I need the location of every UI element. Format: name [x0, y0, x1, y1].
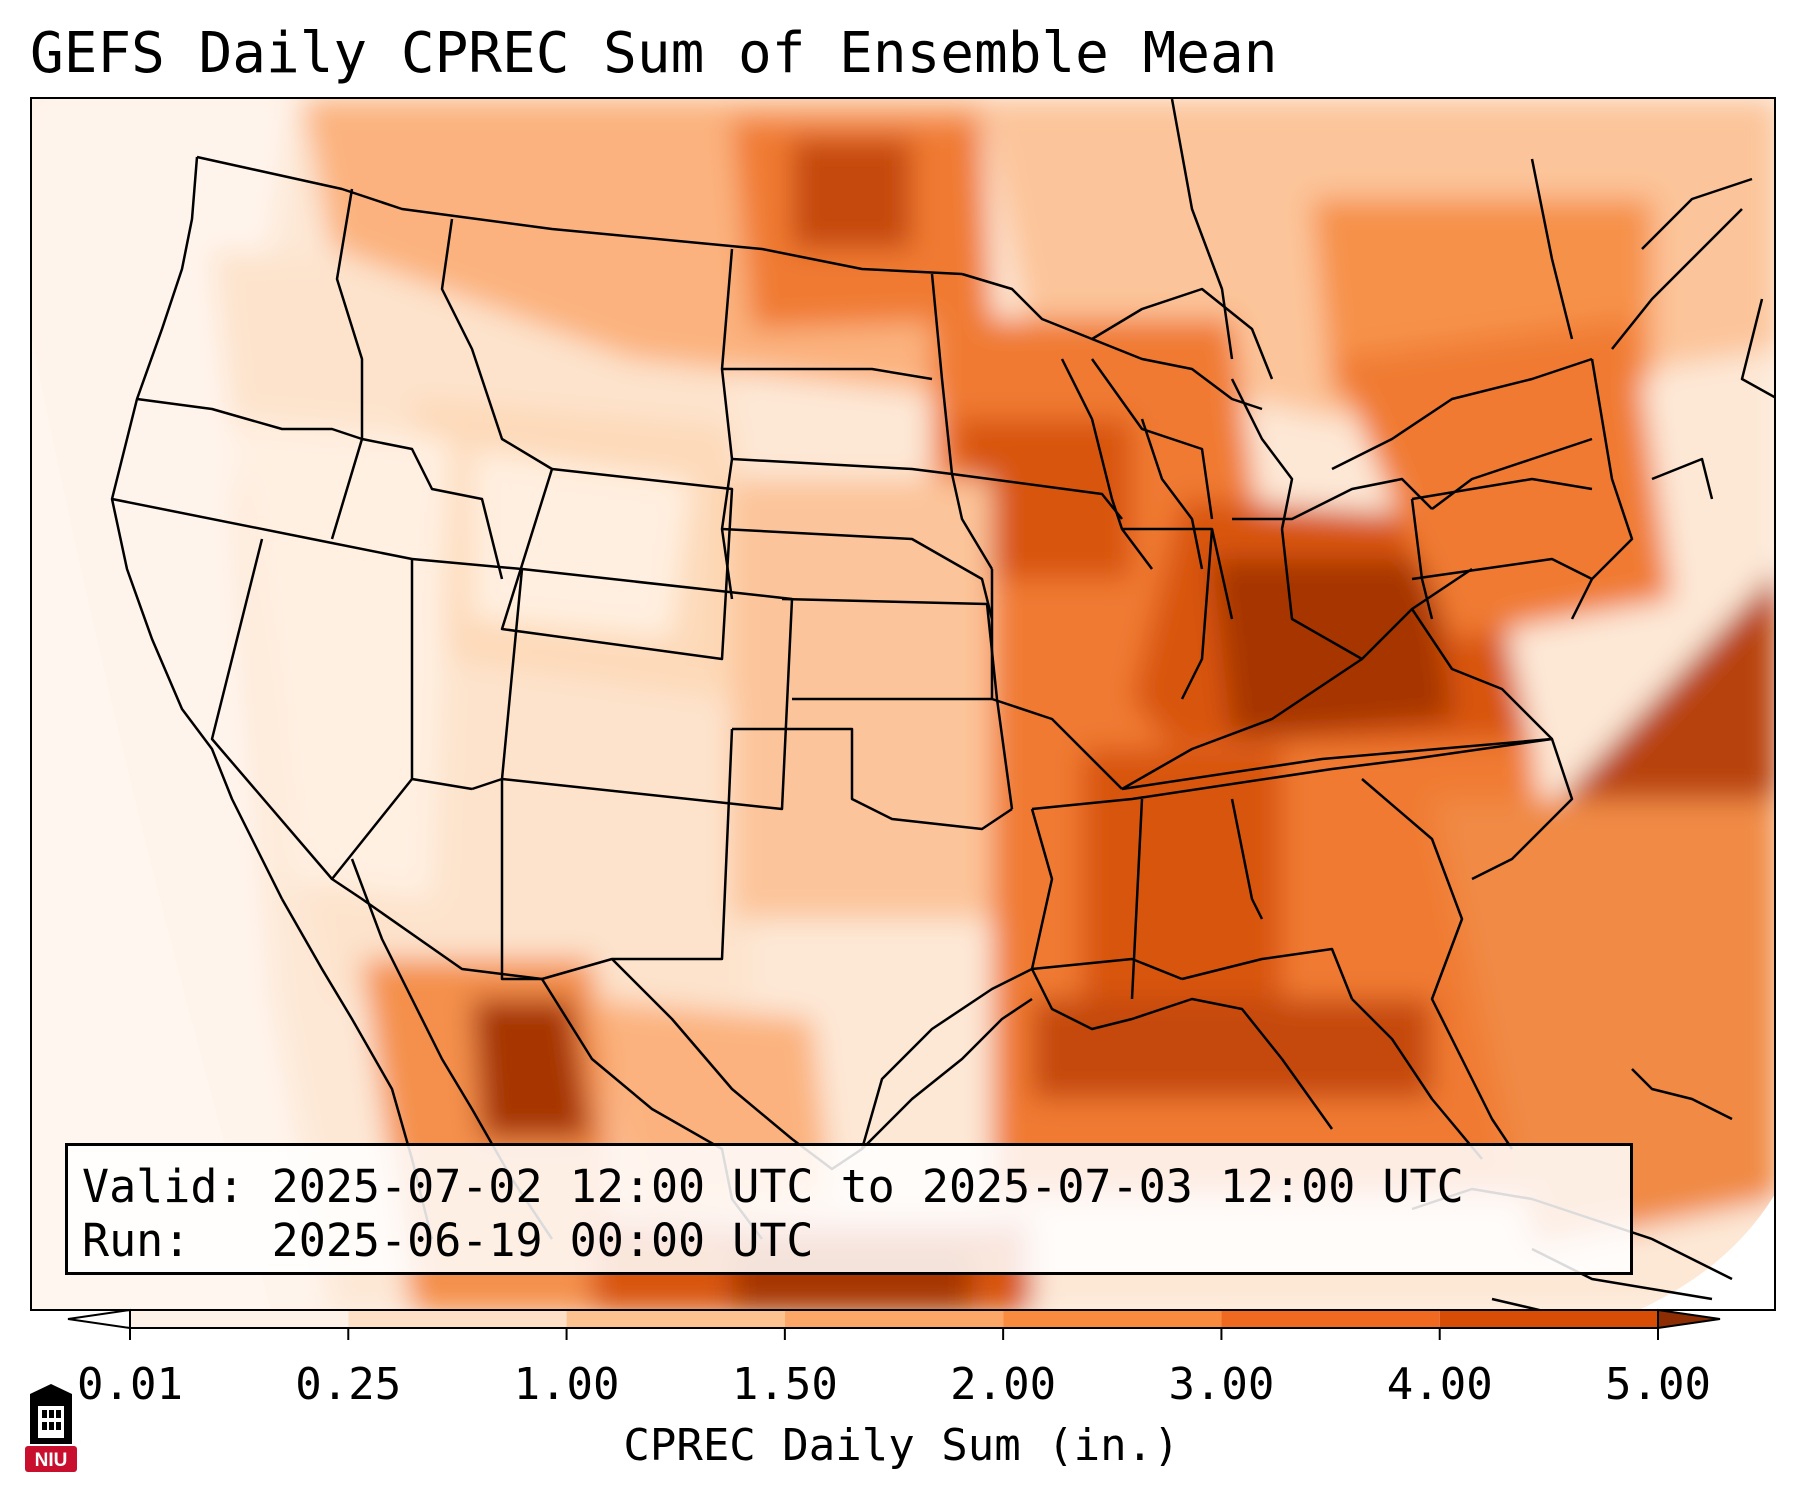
precip-field: [32, 99, 1774, 1309]
colorbar-segment: [1003, 1310, 1222, 1328]
colorbar-extend-min: [67, 1308, 131, 1330]
info-box: Valid: 2025-07-02 12:00 UTC to 2025-07-0…: [65, 1143, 1633, 1275]
colorbar-tick-label: 1.50: [731, 1359, 838, 1410]
colorbar-tick-label: 5.00: [1605, 1359, 1711, 1410]
run-value: 2025-06-19 00:00 UTC: [271, 1214, 814, 1267]
colorbar-tick-label: 0.01: [77, 1359, 183, 1410]
precip-map: [30, 97, 1776, 1311]
precip-map-canvas: [32, 99, 1774, 1309]
colorbar-segment: [1221, 1310, 1440, 1328]
colorbar-label: CPREC Daily Sum (in.): [623, 1420, 1180, 1471]
colorbar-tick-label: 2.00: [950, 1359, 1057, 1410]
colorbar-segment: [348, 1310, 567, 1328]
colorbar-outline: [129, 1309, 1659, 1329]
colorbar-segment: [784, 1310, 1004, 1328]
colorbar-segment: [1439, 1310, 1658, 1328]
colorbar-tick-label: 1.00: [513, 1359, 620, 1410]
niu-tower-icon: NIU: [25, 1384, 77, 1472]
colorbar-tick-label: 4.00: [1386, 1359, 1493, 1410]
colorbar-tick-label: 3.00: [1168, 1359, 1275, 1410]
niu-logo-text: NIU: [35, 1450, 68, 1471]
colorbar: [67, 1308, 1721, 1340]
valid-value: 2025-07-02 12:00 UTC to 2025-07-03 12:00…: [271, 1160, 1464, 1213]
colorbar-segment: [130, 1310, 349, 1328]
run-label: Run:: [82, 1214, 191, 1267]
colorbar-tick-label: 0.25: [295, 1359, 402, 1410]
colorbar-extend-max: [1657, 1308, 1721, 1330]
valid-label: Valid:: [82, 1160, 245, 1213]
state-boundaries: [110, 99, 1774, 1309]
page-title: GEFS Daily CPREC Sum of Ensemble Mean: [30, 21, 1278, 86]
colorbar-segment: [566, 1310, 785, 1328]
